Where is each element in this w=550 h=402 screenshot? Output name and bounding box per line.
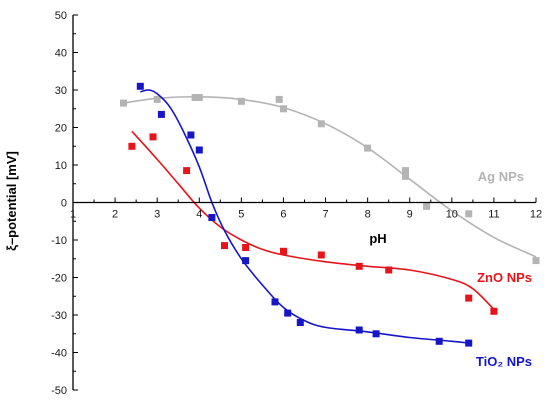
tio2-data-point xyxy=(157,110,165,118)
y-tick-label: 20 xyxy=(55,123,67,135)
y-tick-label: -10 xyxy=(51,235,67,247)
zno-data-point xyxy=(355,262,363,270)
ag-data-point xyxy=(195,94,203,101)
y-tick-label: 50 xyxy=(55,10,67,22)
ag-data-point xyxy=(402,172,409,180)
y-tick-label: 40 xyxy=(55,48,67,60)
x-tick-label: 12 xyxy=(530,209,542,221)
ag-series-label: Ag NPs xyxy=(478,169,524,184)
zno-data-point xyxy=(183,167,191,175)
tio2-data-point xyxy=(271,298,279,306)
zno-data-point xyxy=(242,244,250,251)
ag-data-point xyxy=(317,120,325,128)
x-tick-label: 1 xyxy=(70,209,76,221)
ag-data-point xyxy=(402,167,409,175)
x-tick-label: 2 xyxy=(112,209,118,221)
zno-data-point xyxy=(221,242,228,250)
tio2-series-label: TiO₂ NPs xyxy=(476,354,532,369)
tio2-data-point xyxy=(208,214,216,221)
zno-fit-curve xyxy=(131,130,495,310)
y-tick-label: 0 xyxy=(61,198,67,210)
y-tick-label: -50 xyxy=(51,385,67,397)
zno-data-point xyxy=(149,133,157,141)
y-tick-label: -20 xyxy=(51,273,67,285)
tio2-data-point xyxy=(465,339,473,347)
zno-series-layer xyxy=(128,130,498,315)
tio2-data-point xyxy=(195,146,203,154)
tio2-series-layer xyxy=(136,82,473,347)
x-tick-label: 9 xyxy=(407,209,413,221)
zno-data-point xyxy=(317,251,325,259)
y-tick-label: 30 xyxy=(55,85,67,97)
ag-data-point xyxy=(364,144,372,152)
y-axis-label: ξ–potential [mV] xyxy=(4,151,19,251)
y-tick-label: -30 xyxy=(51,310,67,322)
tio2-data-point xyxy=(296,319,304,326)
tio2-data-point xyxy=(187,131,195,139)
y-tick-label: 10 xyxy=(55,160,67,172)
tio2-data-point xyxy=(435,337,443,345)
x-tick-label: 3 xyxy=(154,209,160,221)
ag-data-point xyxy=(120,99,127,107)
x-tick-label: 6 xyxy=(280,209,286,221)
x-tick-label: 11 xyxy=(488,209,499,221)
zno-data-point xyxy=(128,142,136,150)
ag-data-point xyxy=(275,95,283,103)
zno-data-point xyxy=(385,266,393,274)
ag-data-point xyxy=(191,94,199,101)
ag-data-point xyxy=(237,97,245,105)
tio2-fit-curve xyxy=(140,89,469,344)
tio2-data-point xyxy=(284,309,292,317)
zno-data-point xyxy=(280,247,287,255)
x-tick-label: 10 xyxy=(446,209,458,221)
ag-data-point xyxy=(153,95,161,103)
x-axis-label: pH xyxy=(369,231,386,246)
ag-series-layer xyxy=(120,94,540,265)
ag-data-point xyxy=(423,202,431,210)
ag-data-point xyxy=(532,257,540,265)
zno-data-point xyxy=(490,307,498,315)
x-tick-label: 4 xyxy=(196,209,202,221)
zno-series-label: ZnO NPs xyxy=(477,270,532,285)
zno-data-point xyxy=(465,294,473,302)
tio2-data-point xyxy=(242,257,250,265)
ag-fit-curve xyxy=(123,95,537,258)
tio2-data-point xyxy=(355,326,363,334)
ag-data-point xyxy=(280,105,287,113)
x-tick-label: 5 xyxy=(238,209,244,221)
ag-data-point xyxy=(465,210,473,218)
tio2-data-point xyxy=(372,330,380,338)
y-tick-label: -40 xyxy=(51,348,67,360)
x-tick-label: 7 xyxy=(322,209,328,221)
tio2-data-point xyxy=(136,82,144,90)
x-tick-label: 8 xyxy=(365,209,371,221)
